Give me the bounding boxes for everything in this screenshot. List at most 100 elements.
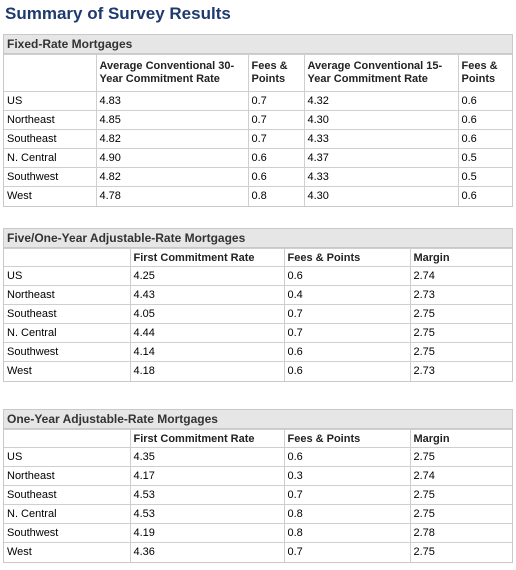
table-row: Southwest 4.14 0.6 2.75 bbox=[4, 342, 512, 362]
page-title: Summary of Survey Results bbox=[5, 4, 231, 23]
table-row: Northeast 4.43 0.4 2.73 bbox=[4, 285, 512, 305]
margin-cell: 2.75 bbox=[409, 304, 512, 324]
fees-cell: 0.3 bbox=[283, 466, 411, 486]
column-header-first-rate: First Commitment Rate bbox=[129, 248, 285, 267]
rate-30yr-cell: 4.90 bbox=[95, 148, 249, 168]
table-row: West 4.36 0.7 2.75 bbox=[4, 542, 512, 562]
region-cell: N. Central bbox=[4, 323, 131, 343]
region-cell: West bbox=[4, 186, 97, 206]
fees-cell: 0.7 bbox=[283, 304, 411, 324]
column-header-fees: Fees & Points bbox=[283, 429, 411, 448]
five-one-arm-table: First Commitment Rate Fees & Points Marg… bbox=[4, 248, 512, 381]
column-header-margin: Margin bbox=[409, 248, 512, 267]
fees-cell: 0.6 bbox=[283, 361, 411, 381]
table-row: N. Central 4.44 0.7 2.75 bbox=[4, 323, 512, 343]
fees-cell: 0.7 bbox=[283, 542, 411, 562]
region-cell: US bbox=[4, 266, 131, 286]
fixed-rate-table: Average Conventional 30-Year Commitment … bbox=[4, 54, 512, 206]
fees-15yr-cell: 0.6 bbox=[457, 91, 512, 111]
column-header-30yr-rate: Average Conventional 30-Year Commitment … bbox=[95, 54, 249, 92]
region-cell: Northeast bbox=[4, 110, 97, 130]
margin-cell: 2.78 bbox=[409, 523, 512, 543]
margin-cell: 2.75 bbox=[409, 504, 512, 524]
margin-cell: 2.73 bbox=[409, 285, 512, 305]
one-year-arm-section: One-Year Adjustable-Rate Mortgages First… bbox=[3, 409, 513, 563]
table-row: N. Central 4.53 0.8 2.75 bbox=[4, 504, 512, 524]
table-header-row: Average Conventional 30-Year Commitment … bbox=[4, 54, 512, 92]
table-row: Northeast 4.85 0.7 4.30 0.6 bbox=[4, 110, 512, 130]
rate-15yr-cell: 4.33 bbox=[303, 167, 459, 187]
table-row: West 4.78 0.8 4.30 0.6 bbox=[4, 186, 512, 206]
first-rate-cell: 4.36 bbox=[129, 542, 285, 562]
one-year-arm-heading: One-Year Adjustable-Rate Mortgages bbox=[4, 410, 512, 429]
column-header-region bbox=[4, 248, 131, 267]
column-header-fees: Fees & Points bbox=[283, 248, 411, 267]
fees-cell: 0.7 bbox=[283, 323, 411, 343]
rate-15yr-cell: 4.30 bbox=[303, 110, 459, 130]
margin-cell: 2.75 bbox=[409, 485, 512, 505]
first-rate-cell: 4.53 bbox=[129, 504, 285, 524]
rate-30yr-cell: 4.82 bbox=[95, 167, 249, 187]
fees-30yr-cell: 0.7 bbox=[247, 91, 305, 111]
first-rate-cell: 4.43 bbox=[129, 285, 285, 305]
table-row: US 4.35 0.6 2.75 bbox=[4, 447, 512, 467]
region-cell: Southwest bbox=[4, 167, 97, 187]
table-row: Southeast 4.05 0.7 2.75 bbox=[4, 304, 512, 324]
fees-15yr-cell: 0.6 bbox=[457, 110, 512, 130]
five-one-arm-section: Five/One-Year Adjustable-Rate Mortgages … bbox=[3, 228, 513, 382]
rate-15yr-cell: 4.37 bbox=[303, 148, 459, 168]
table-row: West 4.18 0.6 2.73 bbox=[4, 361, 512, 381]
first-rate-cell: 4.25 bbox=[129, 266, 285, 286]
column-header-region bbox=[4, 54, 97, 92]
fees-15yr-cell: 0.6 bbox=[457, 186, 512, 206]
column-header-30yr-fees: Fees & Points bbox=[247, 54, 305, 92]
fees-30yr-cell: 0.7 bbox=[247, 129, 305, 149]
margin-cell: 2.73 bbox=[409, 361, 512, 381]
fees-30yr-cell: 0.6 bbox=[247, 148, 305, 168]
region-cell: Southeast bbox=[4, 129, 97, 149]
first-rate-cell: 4.19 bbox=[129, 523, 285, 543]
region-cell: Northeast bbox=[4, 285, 131, 305]
region-cell: Southeast bbox=[4, 304, 131, 324]
column-header-15yr-rate: Average Conventional 15-Year Commitment … bbox=[303, 54, 459, 92]
fixed-rate-heading: Fixed-Rate Mortgages bbox=[4, 35, 512, 54]
table-row: N. Central 4.90 0.6 4.37 0.5 bbox=[4, 148, 512, 168]
fees-cell: 0.4 bbox=[283, 285, 411, 305]
column-header-region bbox=[4, 429, 131, 448]
fees-30yr-cell: 0.8 bbox=[247, 186, 305, 206]
rate-30yr-cell: 4.78 bbox=[95, 186, 249, 206]
one-year-arm-table: First Commitment Rate Fees & Points Marg… bbox=[4, 429, 512, 562]
rate-15yr-cell: 4.30 bbox=[303, 186, 459, 206]
table-header-row: First Commitment Rate Fees & Points Marg… bbox=[4, 248, 512, 267]
margin-cell: 2.74 bbox=[409, 466, 512, 486]
first-rate-cell: 4.17 bbox=[129, 466, 285, 486]
margin-cell: 2.75 bbox=[409, 542, 512, 562]
region-cell: US bbox=[4, 91, 97, 111]
fees-cell: 0.8 bbox=[283, 504, 411, 524]
table-row: US 4.83 0.7 4.32 0.6 bbox=[4, 91, 512, 111]
region-cell: Southwest bbox=[4, 523, 131, 543]
region-cell: West bbox=[4, 542, 131, 562]
rate-15yr-cell: 4.33 bbox=[303, 129, 459, 149]
margin-cell: 2.75 bbox=[409, 447, 512, 467]
table-row: Southwest 4.82 0.6 4.33 0.5 bbox=[4, 167, 512, 187]
column-header-margin: Margin bbox=[409, 429, 512, 448]
rate-30yr-cell: 4.85 bbox=[95, 110, 249, 130]
region-cell: N. Central bbox=[4, 148, 97, 168]
fees-cell: 0.6 bbox=[283, 342, 411, 362]
fees-15yr-cell: 0.6 bbox=[457, 129, 512, 149]
first-rate-cell: 4.44 bbox=[129, 323, 285, 343]
first-rate-cell: 4.53 bbox=[129, 485, 285, 505]
region-cell: Southeast bbox=[4, 485, 131, 505]
column-header-first-rate: First Commitment Rate bbox=[129, 429, 285, 448]
region-cell: Northeast bbox=[4, 466, 131, 486]
region-cell: N. Central bbox=[4, 504, 131, 524]
rate-15yr-cell: 4.32 bbox=[303, 91, 459, 111]
first-rate-cell: 4.35 bbox=[129, 447, 285, 467]
fees-30yr-cell: 0.6 bbox=[247, 167, 305, 187]
table-row: Northeast 4.17 0.3 2.74 bbox=[4, 466, 512, 486]
five-one-arm-heading: Five/One-Year Adjustable-Rate Mortgages bbox=[4, 229, 512, 248]
margin-cell: 2.75 bbox=[409, 323, 512, 343]
table-row: Southwest 4.19 0.8 2.78 bbox=[4, 523, 512, 543]
table-row: Southeast 4.53 0.7 2.75 bbox=[4, 485, 512, 505]
